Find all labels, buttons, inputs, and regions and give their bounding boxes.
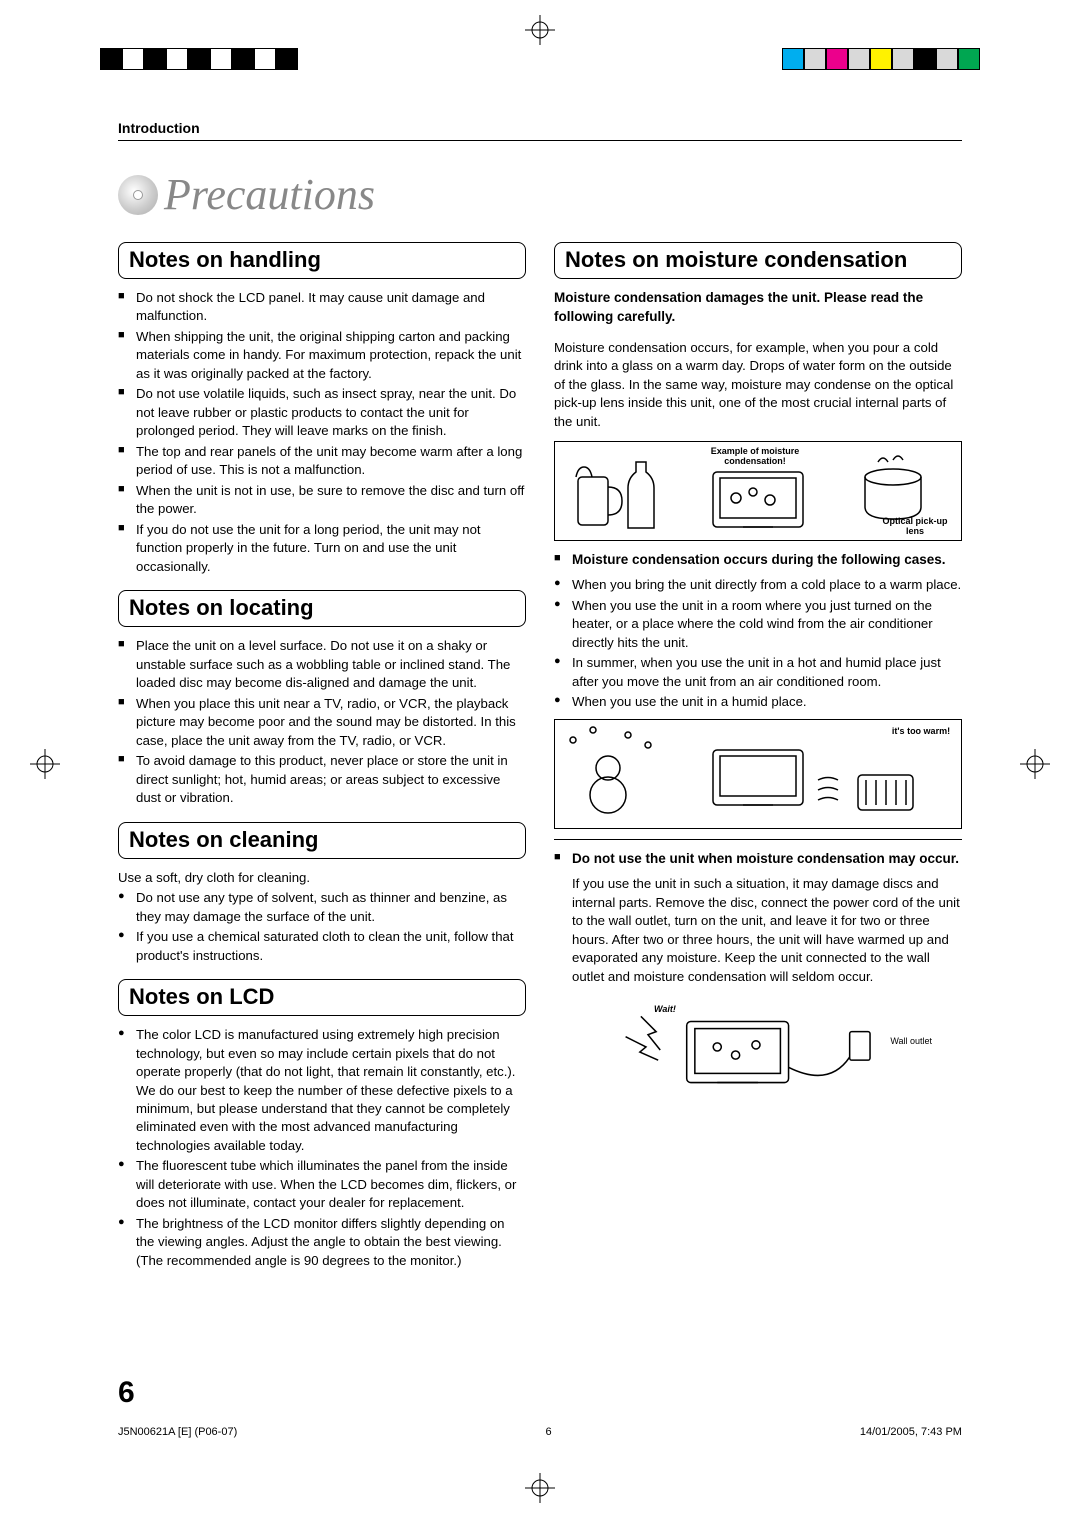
cleaning-list: Do not use any type of solvent, such as … <box>118 889 526 965</box>
moisture-donot-heading: Do not use the unit when moisture conden… <box>554 850 962 869</box>
footer-right: 14/01/2005, 7:43 PM <box>860 1426 962 1438</box>
list-item: The top and rear panels of the unit may … <box>118 443 526 480</box>
moisture-illustration-2: it's too warm! <box>554 719 962 829</box>
reg-swatch <box>936 48 958 70</box>
illus3-caption-right: Wall outlet <box>890 1036 932 1046</box>
list-item: If you do not use the unit for a long pe… <box>118 521 526 576</box>
list-item: Do not use any type of solvent, such as … <box>118 889 526 926</box>
list-item: If you use a chemical saturated cloth to… <box>118 928 526 965</box>
locating-list: Place the unit on a level surface. Do no… <box>118 637 526 807</box>
reg-swatch <box>782 48 804 70</box>
reg-swatches-right <box>782 48 980 70</box>
divider <box>554 839 962 840</box>
list-item: When you use the unit in a room where yo… <box>554 597 962 652</box>
moisture-illustration-1: Example of moisture condensation! Optica… <box>554 441 962 541</box>
moisture-illustration-3-svg <box>554 996 962 1106</box>
left-column: Notes on handling Do not shock the LCD p… <box>118 238 526 1278</box>
moisture-cases-heading: Moisture condensation occurs during the … <box>554 551 962 570</box>
disc-icon <box>118 175 158 215</box>
illus1-caption-right: Optical pick-up lens <box>875 516 955 536</box>
reg-swatch <box>804 48 826 70</box>
reg-swatch <box>100 48 122 70</box>
list-item: The brightness of the LCD monitor differ… <box>118 1215 526 1270</box>
moisture-cases-list: When you bring the unit directly from a … <box>554 576 962 711</box>
breadcrumb: Introduction <box>118 120 962 141</box>
reg-swatch <box>144 48 166 70</box>
lcd-list: The color LCD is manufactured using extr… <box>118 1026 526 1270</box>
reg-swatch <box>870 48 892 70</box>
moisture-illustration-2-svg <box>555 720 961 828</box>
illus3-caption-left: Wait! <box>654 1004 676 1014</box>
page-number: 6 <box>118 1376 135 1410</box>
reg-swatch <box>210 48 232 70</box>
list-item: Do not use volatile liquids, such as ins… <box>118 385 526 440</box>
section-heading-moisture: Notes on moisture condensation <box>554 242 962 279</box>
page-content: Introduction Precautions Notes on handli… <box>118 120 962 1448</box>
reg-swatch <box>892 48 914 70</box>
footer-center: 6 <box>545 1426 551 1438</box>
reg-swatch <box>848 48 870 70</box>
page-title: Precautions <box>118 169 962 220</box>
reg-swatch <box>914 48 936 70</box>
list-item: When you bring the unit directly from a … <box>554 576 962 594</box>
list-item: When you use the unit in a humid place. <box>554 693 962 711</box>
list-item: When the unit is not in use, be sure to … <box>118 482 526 519</box>
reg-swatch <box>826 48 848 70</box>
reg-swatch <box>958 48 980 70</box>
registration-crosshair-top <box>525 15 555 45</box>
handling-list: Do not shock the LCD panel. It may cause… <box>118 289 526 576</box>
moisture-intro-body: Moisture condensation occurs, for exampl… <box>554 339 962 431</box>
footer-left: J5N00621A [E] (P06-07) <box>118 1426 237 1438</box>
list-item: The color LCD is manufactured using extr… <box>118 1026 526 1155</box>
reg-swatch <box>232 48 254 70</box>
moisture-illustration-3: Wait! Wall outlet <box>554 996 962 1106</box>
reg-swatch <box>188 48 210 70</box>
section-heading-cleaning: Notes on cleaning <box>118 822 526 859</box>
page-title-text: Precautions <box>164 169 375 220</box>
reg-swatches-left <box>100 48 298 70</box>
reg-swatch <box>122 48 144 70</box>
illus1-caption-top: Example of moisture condensation! <box>690 446 820 466</box>
reg-swatch <box>254 48 276 70</box>
cleaning-intro: Use a soft, dry cloth for cleaning. <box>118 869 526 887</box>
reg-swatch <box>166 48 188 70</box>
list-item: To avoid damage to this product, never p… <box>118 752 526 807</box>
moisture-intro-bold: Moisture condensation damages the unit. … <box>554 289 962 327</box>
reg-swatch <box>276 48 298 70</box>
list-item: Place the unit on a level surface. Do no… <box>118 637 526 692</box>
section-heading-locating: Notes on locating <box>118 590 526 627</box>
right-column: Notes on moisture condensation Moisture … <box>554 238 962 1278</box>
list-item: The fluorescent tube which illuminates t… <box>118 1157 526 1212</box>
list-item: Do not shock the LCD panel. It may cause… <box>118 289 526 326</box>
registration-crosshair-right <box>1020 749 1050 779</box>
section-heading-handling: Notes on handling <box>118 242 526 279</box>
section-heading-lcd: Notes on LCD <box>118 979 526 1016</box>
list-item: When you place this unit near a TV, radi… <box>118 695 526 750</box>
registration-crosshair-left <box>30 749 60 779</box>
moisture-donot-body: If you use the unit in such a situation,… <box>554 875 962 986</box>
list-item: When shipping the unit, the original shi… <box>118 328 526 383</box>
illus2-caption: it's too warm! <box>891 726 951 736</box>
list-item: In summer, when you use the unit in a ho… <box>554 654 962 691</box>
registration-crosshair-bottom <box>525 1473 555 1503</box>
page-footer: J5N00621A [E] (P06-07) 6 14/01/2005, 7:4… <box>118 1426 962 1438</box>
registration-marks <box>0 40 1080 90</box>
